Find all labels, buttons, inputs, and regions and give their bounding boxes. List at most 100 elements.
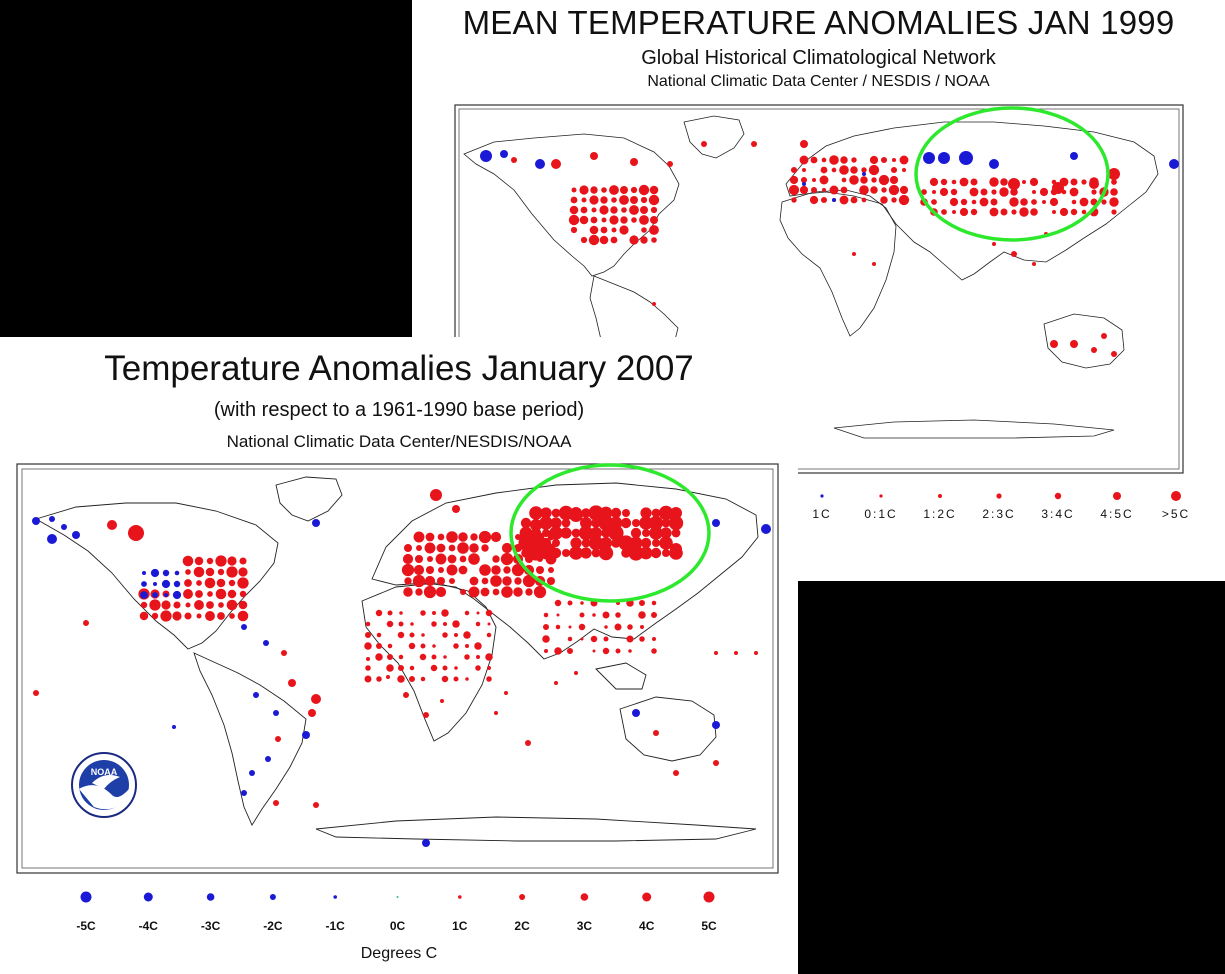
warm-anomaly-dot [386, 664, 394, 672]
cold-anomaly-dot [140, 591, 148, 599]
warm-anomaly-dot [1079, 197, 1089, 207]
warm-anomaly-dot [570, 196, 578, 204]
warm-anomaly-dot [487, 622, 491, 626]
legend-swatch [80, 891, 92, 903]
warm-anomaly-dot [809, 195, 819, 205]
warm-anomaly-dot [1069, 187, 1079, 197]
warm-anomaly-dot [850, 166, 858, 174]
warm-anomaly-dot [183, 589, 193, 599]
warm-anomaly-dot [630, 186, 638, 194]
warm-anomaly-dot [1011, 251, 1017, 257]
legend-swatch [206, 893, 215, 901]
warm-anomaly-dot [463, 631, 471, 639]
cold-anomaly-dot [172, 725, 176, 729]
warm-anomaly-dot [1101, 199, 1107, 205]
warm-anomaly-dot [523, 564, 535, 576]
legend-label: -3C [201, 919, 221, 933]
warm-anomaly-dot [1081, 179, 1087, 185]
warm-anomaly-dot [638, 611, 646, 619]
warm-anomaly-dot [971, 199, 977, 205]
warm-anomaly-dot [453, 676, 459, 682]
warm-anomaly-dot [522, 574, 536, 588]
warm-anomaly-dot [812, 178, 816, 182]
warm-anomaly-dot [543, 612, 549, 618]
legend-2007: -5C -4C -3C -2C -1C 0C 1C 2C 3C 4C 5C [76, 891, 717, 933]
warm-anomaly-dot [458, 532, 468, 542]
warm-anomaly-dot [556, 613, 560, 617]
warm-anomaly-dot [437, 533, 445, 541]
warm-anomaly-dot [504, 691, 508, 695]
warm-anomaly-dot [470, 533, 478, 541]
warm-anomaly-dot [1008, 178, 1020, 190]
warm-anomaly-dot [892, 158, 896, 162]
cold-anomaly-dot [153, 582, 157, 586]
warm-anomaly-dot [638, 184, 650, 196]
warm-anomaly-dot [651, 237, 657, 243]
warm-anomaly-dot [457, 542, 469, 554]
cold-anomaly-dot [150, 568, 160, 578]
warm-anomaly-dot [423, 585, 437, 599]
cold-anomaly-dot [923, 152, 935, 164]
warm-anomaly-dot [184, 579, 192, 587]
warm-anomaly-dot [959, 177, 969, 187]
warm-anomaly-dot [642, 529, 650, 537]
warm-anomaly-dot [602, 611, 610, 619]
warm-anomaly-dot [822, 188, 826, 192]
cold-anomaly-dot [1070, 152, 1078, 160]
warm-anomaly-dot [149, 599, 161, 611]
warm-anomaly-dot [651, 648, 657, 654]
warm-anomaly-dot [1052, 182, 1064, 194]
warm-anomaly-dot [554, 599, 562, 607]
cold-anomaly-dot [32, 517, 40, 525]
warm-anomaly-dot [611, 197, 617, 203]
warm-anomaly-dot [185, 569, 191, 575]
cold-anomaly-dot [500, 150, 508, 158]
warm-anomaly-dot [206, 601, 214, 609]
warm-anomaly-dot [590, 635, 598, 643]
warm-anomaly-dot [650, 206, 658, 214]
warm-anomaly-dot [514, 577, 522, 585]
warm-anomaly-dot [555, 624, 561, 630]
warm-anomaly-dot [443, 622, 447, 626]
map-credit-2007: National Climatic Data Center/NESDIS/NOA… [226, 432, 572, 451]
warm-anomaly-dot [754, 651, 758, 655]
warm-anomaly-dot [182, 555, 194, 567]
warm-anomaly-dot [525, 588, 533, 596]
warm-anomaly-dot [485, 609, 493, 617]
warm-anomaly-dot [546, 576, 556, 586]
legend-swatch [879, 494, 883, 498]
warm-anomaly-dot [630, 158, 638, 166]
warm-anomaly-dot [701, 141, 707, 147]
world-map-2007: NOAA [16, 463, 779, 874]
warm-anomaly-dot [469, 576, 479, 586]
warm-anomaly-dot [420, 676, 426, 682]
legend-label: 5C [701, 919, 717, 933]
warm-anomaly-dot [1070, 340, 1078, 348]
legend-swatch [642, 892, 652, 902]
warm-anomaly-dot [570, 226, 578, 234]
warm-anomaly-dot [839, 165, 849, 175]
warm-anomaly-dot [543, 624, 549, 630]
warm-anomaly-dot [193, 566, 205, 578]
legend-label: -4C [139, 919, 159, 933]
warm-anomaly-dot [872, 262, 876, 266]
warm-anomaly-dot [639, 215, 649, 225]
legend-label: 0:1C [864, 507, 897, 521]
warm-anomaly-dot [1032, 190, 1036, 194]
warm-anomaly-dot [525, 740, 531, 746]
warm-anomaly-dot [592, 649, 596, 653]
warm-anomaly-dot [788, 184, 800, 196]
warm-anomaly-dot [375, 609, 383, 617]
warm-anomaly-dot [490, 575, 502, 587]
legend-swatch [1171, 491, 1181, 501]
warm-anomaly-dot [820, 166, 828, 174]
warm-anomaly-dot [207, 591, 213, 597]
warm-anomaly-dot [600, 226, 608, 234]
warm-anomaly-dot [420, 643, 426, 649]
legend-swatch [1054, 492, 1062, 500]
warm-anomaly-dot [649, 225, 659, 235]
warm-anomaly-dot [590, 186, 598, 194]
legend-1999: 1C 0:1C 1:2C 2:3C 3:4C 4:5C >5C [812, 491, 1188, 521]
cold-anomaly-dot [273, 710, 279, 716]
warm-anomaly-dot [751, 141, 757, 147]
